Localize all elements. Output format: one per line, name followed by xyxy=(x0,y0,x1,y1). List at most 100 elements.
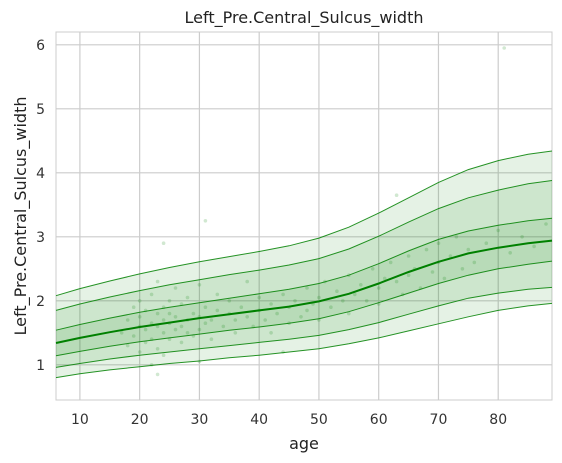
scatter-point xyxy=(263,318,268,322)
y-tick-label: 6 xyxy=(36,38,45,54)
scatter-point xyxy=(149,292,154,297)
scatter-point xyxy=(424,247,429,252)
scatter-point xyxy=(305,308,309,313)
scatter-point xyxy=(245,315,249,319)
y-axis-title: Left_Pre.Central_Sulcus_width xyxy=(11,97,31,336)
y-tick-label: 4 xyxy=(36,166,45,182)
quantile-line xyxy=(55,286,553,368)
scatter-point xyxy=(508,251,512,255)
scatter-point xyxy=(155,311,160,316)
scatter-point xyxy=(472,260,477,265)
scatter-point xyxy=(406,254,411,258)
scatter-point xyxy=(353,292,357,297)
scatter-point xyxy=(376,286,381,290)
scatter-point xyxy=(155,347,160,351)
quantile-line xyxy=(55,260,553,357)
scatter-point xyxy=(520,235,524,239)
x-tick-label: 70 xyxy=(430,412,448,428)
y-tick-label: 2 xyxy=(36,294,45,310)
quantile-line xyxy=(55,217,553,331)
scatter-point xyxy=(215,292,220,297)
scatter-point xyxy=(532,244,536,249)
x-tick-label: 40 xyxy=(250,412,268,428)
y-tick-labels: 1 2 3 4 5 6 xyxy=(36,38,45,374)
scatter-point xyxy=(209,337,214,342)
scatter-point xyxy=(155,279,160,284)
y-tick-label: 3 xyxy=(36,230,45,246)
scatter-point xyxy=(209,318,214,322)
scatter-point xyxy=(137,315,142,319)
scatter-point xyxy=(155,372,160,377)
scatter-point xyxy=(460,267,465,271)
scatter-point xyxy=(269,331,273,335)
scatter-point xyxy=(269,302,273,306)
quantile-line xyxy=(55,150,553,297)
scatter-point xyxy=(305,286,309,290)
scatter-point xyxy=(544,222,548,226)
scatter-point xyxy=(430,270,435,274)
scatter-point xyxy=(502,46,507,50)
scatter-point xyxy=(454,235,459,239)
scatter-point xyxy=(197,327,202,332)
scatter-point xyxy=(293,299,297,303)
quantile-lines xyxy=(55,150,553,379)
x-tick-labels: 10 20 30 40 50 60 70 80 xyxy=(71,412,507,428)
scatter-point xyxy=(335,289,339,294)
scatter-point xyxy=(227,299,232,303)
scatter-point xyxy=(406,273,411,278)
scatter-point xyxy=(179,340,184,345)
x-tick-label: 30 xyxy=(191,412,209,428)
scatter-point xyxy=(239,305,244,310)
scatter-point xyxy=(119,331,124,335)
scatter-point xyxy=(179,324,184,329)
scatter-point xyxy=(173,327,178,332)
scatter-point xyxy=(173,315,178,319)
scatter-point xyxy=(197,283,202,287)
scatter-point xyxy=(245,279,249,284)
scatter-point xyxy=(173,286,178,290)
x-axis-title: age xyxy=(289,434,319,453)
scatter-point xyxy=(143,327,148,332)
scatter-point xyxy=(484,241,489,245)
scatter-point xyxy=(436,241,441,245)
y-tick-label: 1 xyxy=(36,358,45,374)
scatter-point xyxy=(203,305,208,310)
scatter-point xyxy=(317,295,321,300)
scatter-point xyxy=(442,276,447,281)
median-line xyxy=(55,239,553,344)
scatter-point xyxy=(161,318,166,322)
quantile-line xyxy=(55,302,553,379)
scatter-point xyxy=(394,193,399,197)
scatter-point xyxy=(137,350,142,354)
scatter-point xyxy=(233,318,238,322)
scatter-point xyxy=(221,324,226,329)
x-tick-label: 50 xyxy=(310,412,328,428)
scatter-point xyxy=(299,315,303,319)
scatter-point xyxy=(161,241,166,245)
scatter-point xyxy=(347,311,351,316)
scatter-point xyxy=(394,279,399,284)
scatter-point xyxy=(131,334,136,338)
scatter-point xyxy=(466,247,471,252)
scatter-point xyxy=(233,331,238,335)
scatter-point xyxy=(359,283,363,287)
scatter-point xyxy=(281,292,285,297)
scatter-point xyxy=(203,219,208,223)
scatter-point xyxy=(161,331,166,335)
quantile-line xyxy=(55,180,553,311)
scatter-point xyxy=(137,299,142,303)
scatter-point xyxy=(275,311,279,316)
chart-title: Left_Pre.Central_Sulcus_width xyxy=(185,8,424,28)
scatter-point xyxy=(125,318,130,322)
scatter-point xyxy=(341,299,345,303)
scatter-point xyxy=(161,353,166,358)
scatter-point xyxy=(185,331,190,335)
scatter-point xyxy=(329,305,333,310)
scatter-point xyxy=(167,311,172,316)
x-tick-label: 60 xyxy=(370,412,388,428)
scatter-points xyxy=(119,46,548,377)
scatter-point xyxy=(382,276,387,281)
scatter-point xyxy=(388,260,393,265)
scatter-point xyxy=(215,308,220,313)
